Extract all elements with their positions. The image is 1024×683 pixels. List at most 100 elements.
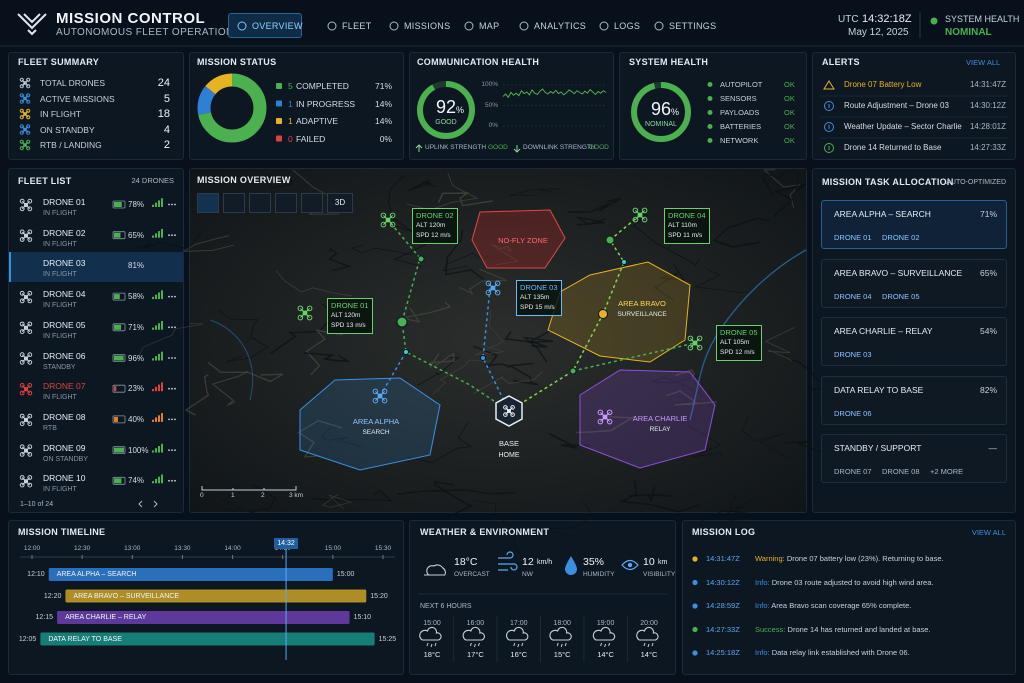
waypoint	[621, 259, 627, 265]
drone-rotor	[19, 115, 24, 120]
drone-card[interactable]	[716, 325, 762, 361]
drone-name[interactable]: DRONE 02	[43, 227, 86, 238]
map-tool[interactable]	[249, 193, 271, 213]
ridge	[724, 497, 757, 525]
ridge	[576, 216, 607, 226]
nav-label[interactable]: OVERVIEW	[252, 21, 303, 31]
drone-name[interactable]: DRONE 01	[43, 197, 86, 207]
nav-label[interactable]: MISSIONS	[404, 21, 451, 31]
drone-rotor	[19, 237, 25, 242]
ridge	[445, 229, 485, 280]
map-tool[interactable]	[301, 193, 323, 213]
signal-bar	[152, 481, 154, 484]
drone-rotor	[632, 207, 639, 214]
drone-rotor	[19, 383, 25, 388]
drone-name[interactable]: DRONE 07	[43, 381, 86, 392]
drone-body	[23, 356, 29, 361]
task-end: 15:10	[353, 614, 372, 621]
cloud-icon	[506, 626, 529, 641]
rain-drop	[560, 643, 563, 648]
drone-name[interactable]: DRONE 06	[43, 350, 86, 361]
drone-name[interactable]: DRONE 05	[43, 319, 86, 330]
drone-body	[23, 143, 27, 147]
alert-time: 14:28:01Z	[969, 122, 1006, 131]
task-card[interactable]	[821, 200, 1007, 249]
task-card[interactable]	[821, 434, 1007, 483]
drone-rotor	[19, 84, 24, 89]
nav-tab[interactable]	[228, 13, 302, 38]
weather-label: NW	[522, 571, 533, 578]
alert-text[interactable]: Weather Update – Sector Charlie	[844, 122, 962, 131]
nav-icon	[389, 21, 399, 31]
mode-button[interactable]: 3D	[327, 193, 353, 213]
rain-drop	[513, 642, 516, 647]
task-drone: DRONE 02	[882, 233, 920, 242]
drone-name[interactable]: DRONE 04	[43, 289, 86, 300]
drone-icon	[372, 388, 388, 404]
nav-label[interactable]: FLEET	[342, 21, 372, 31]
menu-dot	[171, 357, 173, 359]
forecast-temp: 14°C	[597, 650, 614, 659]
view-all[interactable]: VIEW ALL	[966, 58, 1001, 67]
drone-name[interactable]: DRONE 08	[43, 411, 86, 422]
map-tool[interactable]	[197, 193, 219, 213]
subsystem-label: SENSORS	[720, 94, 757, 103]
health-status: NOMINAL	[945, 27, 992, 38]
ridge	[700, 493, 748, 539]
wind-icon	[498, 551, 518, 571]
nav-label[interactable]: MAP	[479, 21, 500, 31]
task-card[interactable]	[821, 317, 1007, 366]
map-tool[interactable]	[275, 193, 297, 213]
signal-bar	[158, 353, 160, 361]
drone-rotor	[372, 397, 379, 404]
alert-text[interactable]: Drone 14 Returned to Base	[844, 143, 942, 152]
drone-name[interactable]: DRONE 09	[43, 442, 86, 453]
drone-body	[23, 127, 27, 132]
drone-card[interactable]	[516, 280, 562, 316]
zone-label: NO-FLY ZONE	[498, 236, 548, 245]
task-name: AREA CHARLIE – RELAY	[834, 326, 933, 336]
gauge-arc	[417, 81, 475, 139]
drone-status: IN FLIGHT	[43, 486, 77, 494]
drone-name[interactable]: DRONE 10	[43, 473, 86, 484]
drone-rotor	[19, 444, 25, 450]
drone-card[interactable]	[412, 208, 458, 244]
alert-text[interactable]: Route Adjustment – Drone 03	[844, 101, 949, 110]
drone-icon	[485, 280, 501, 296]
drone-body	[23, 81, 27, 85]
nav-label[interactable]: LOGS	[614, 21, 641, 31]
battery-outline	[112, 292, 126, 301]
drone-status: IN FLIGHT	[43, 271, 77, 279]
alert-time: 14:31:47Z	[969, 80, 1006, 89]
drone-rotor	[306, 314, 313, 321]
y-tick-label: 100%	[481, 81, 498, 88]
humidity-icon	[565, 556, 577, 575]
nav-icon	[327, 21, 337, 31]
ridge	[762, 169, 801, 208]
timeline-bar	[40, 632, 375, 646]
drone-card[interactable]	[327, 298, 373, 334]
menu-dot	[171, 203, 173, 206]
route	[482, 287, 510, 412]
nav-icon	[654, 21, 664, 31]
nav-label[interactable]: SETTINGS	[669, 21, 717, 31]
nav-label[interactable]: ANALYTICS	[534, 21, 587, 31]
drone-name[interactable]: DRONE 03	[43, 258, 86, 269]
task-card[interactable]	[821, 258, 1007, 308]
alert-text[interactable]: Drone 07 Battery Low	[844, 80, 922, 89]
map-tool[interactable]	[223, 193, 245, 213]
drone-rotor	[27, 237, 33, 242]
drone-rotor	[19, 77, 24, 82]
log-time: 14:30:12Z	[706, 577, 740, 587]
menu-dot	[174, 326, 176, 329]
drone-card-name: DRONE 05	[720, 328, 758, 337]
selected-row[interactable]	[9, 252, 183, 283]
drone-card[interactable]	[664, 208, 710, 244]
status-dot	[707, 110, 713, 115]
drone-icon	[687, 335, 703, 351]
task-drone: DRONE 08	[882, 467, 920, 476]
gauge-unit: %	[671, 107, 680, 117]
task-card[interactable]	[821, 375, 1007, 425]
drone-rotor	[19, 452, 25, 457]
drone-rotor	[632, 216, 639, 223]
